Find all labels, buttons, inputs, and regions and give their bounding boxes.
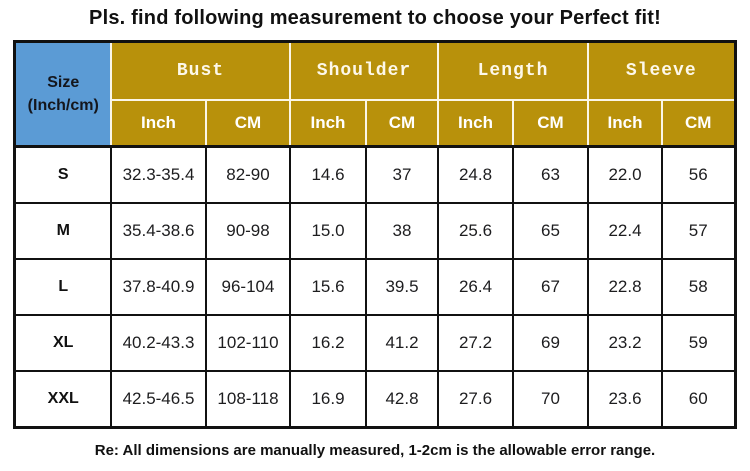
size-chart-table: Size (Inch/cm) Bust Shoulder Length Slee… (13, 40, 737, 429)
unit-header-shoulder-inch: Inch (288, 99, 367, 148)
measurement-cell: 65 (512, 202, 589, 260)
measurement-cell: 38 (364, 202, 440, 260)
measurement-cell: 40.2-43.3 (109, 314, 207, 372)
measurement-cell: 56 (661, 145, 736, 204)
table-header: Size (Inch/cm) Bust Shoulder Length Slee… (13, 40, 736, 148)
table-row-s: S 32.3-35.4 82-90 14.6 37 24.8 63 22.0 5… (13, 145, 736, 204)
size-row-label: XXL (13, 370, 112, 429)
unit-header-sleeve-cm: CM (661, 99, 736, 148)
corner-header-line2: (Inch/cm) (27, 97, 99, 114)
unit-header-length-inch: Inch (437, 99, 514, 148)
measurement-cell: 27.2 (437, 314, 514, 372)
col-group-sleeve: Sleeve (587, 40, 736, 101)
measurement-cell: 42.8 (364, 370, 440, 429)
measurement-cell: 27.6 (437, 370, 514, 429)
size-row-label: S (13, 145, 112, 204)
measurement-cell: 41.2 (364, 314, 440, 372)
size-row-label: M (13, 202, 112, 260)
table-row-xl: XL 40.2-43.3 102-110 16.2 41.2 27.2 69 2… (13, 314, 736, 372)
measurement-cell: 59 (661, 314, 736, 372)
chart-title: Pls. find following measurement to choos… (89, 7, 661, 29)
measurement-cell: 25.6 (437, 202, 514, 260)
unit-header-length-cm: CM (512, 99, 589, 148)
unit-header-sleeve-inch: Inch (587, 99, 663, 148)
size-row-label: L (13, 258, 112, 316)
measurement-cell: 42.5-46.5 (109, 370, 207, 429)
measurement-cell: 63 (512, 145, 589, 204)
unit-header-bust-cm: CM (204, 99, 291, 148)
measurement-cell: 96-104 (204, 258, 291, 316)
measurement-cell: 15.6 (288, 258, 367, 316)
corner-header-size: Size (Inch/cm) (13, 40, 112, 148)
unit-header-shoulder-cm: CM (364, 99, 440, 148)
measurement-cell: 67 (512, 258, 589, 316)
col-group-length: Length (437, 40, 589, 101)
measurement-cell: 16.9 (288, 370, 367, 429)
unit-header-row: Inch CM Inch CM Inch CM Inch CM (15, 99, 736, 148)
measurement-cell: 22.8 (587, 258, 663, 316)
measurement-cell: 16.2 (288, 314, 367, 372)
measurement-cell: 37 (364, 145, 440, 204)
unit-header-bust-inch: Inch (109, 99, 207, 148)
corner-header-line1: Size (47, 73, 80, 91)
measurement-cell: 14.6 (288, 145, 367, 204)
size-row-label: XL (13, 314, 112, 372)
measurement-cell: 23.2 (587, 314, 663, 372)
measurement-cell: 70 (512, 370, 589, 429)
measurement-cell: 22.4 (587, 202, 663, 260)
measurement-cell: 39.5 (364, 258, 440, 316)
measurement-cell: 58 (661, 258, 736, 316)
footer-note: Re: All dimensions are manually measured… (94, 442, 656, 459)
measurement-cell: 69 (512, 314, 589, 372)
measurement-cell: 60 (661, 370, 736, 429)
measurement-cell: 15.0 (288, 202, 367, 260)
measurement-cell: 26.4 (437, 258, 514, 316)
measurement-cell: 32.3-35.4 (109, 145, 207, 204)
col-group-shoulder: Shoulder (288, 40, 440, 101)
measurement-cell: 24.8 (437, 145, 514, 204)
measurement-cell: 102-110 (204, 314, 291, 372)
measurement-cell: 90-98 (204, 202, 291, 260)
group-header-row: Size (Inch/cm) Bust Shoulder Length Slee… (13, 40, 736, 148)
measurement-cell: 108-118 (204, 370, 291, 429)
table-body: S 32.3-35.4 82-90 14.6 37 24.8 63 22.0 5… (13, 145, 736, 429)
measurement-cell: 22.0 (587, 145, 663, 204)
table-row-xxl: XXL 42.5-46.5 108-118 16.9 42.8 27.6 70 … (13, 370, 736, 429)
measurement-cell: 23.6 (587, 370, 663, 429)
measurement-cell: 82-90 (204, 145, 291, 204)
measurement-cell: 37.8-40.9 (109, 258, 207, 316)
measurement-cell: 35.4-38.6 (109, 202, 207, 260)
measurement-cell: 57 (661, 202, 736, 260)
table-row-m: M 35.4-38.6 90-98 15.0 38 25.6 65 22.4 5… (13, 202, 736, 260)
col-group-bust: Bust (109, 40, 291, 101)
table-row-l: L 37.8-40.9 96-104 15.6 39.5 26.4 67 22.… (13, 258, 736, 316)
